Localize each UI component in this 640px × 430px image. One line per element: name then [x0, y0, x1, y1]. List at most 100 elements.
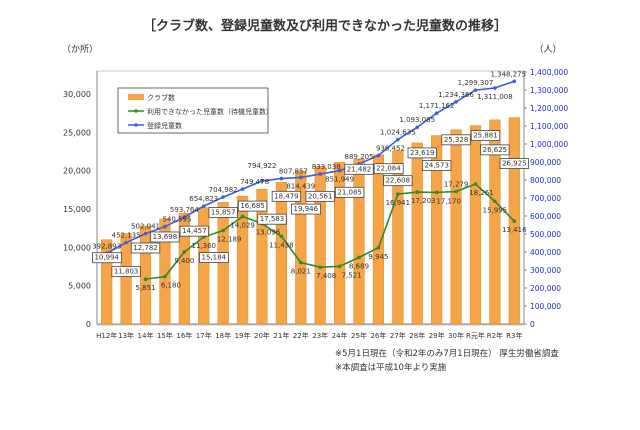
club-count-label: 13,698 [153, 233, 178, 241]
bar-club-count [411, 142, 423, 325]
club-count-label: 19,946 [294, 205, 319, 213]
club-count-label-box [383, 175, 413, 187]
left-tick-label: 0 [86, 320, 91, 329]
x-tick-label: 24年 [332, 331, 348, 340]
legend-swatch-bar [128, 94, 144, 100]
waiting-children-label: 11,438 [269, 241, 294, 249]
registered-children-point [434, 111, 439, 115]
left-axis-unit: （か所） [62, 44, 98, 55]
club-count-label-box [92, 252, 122, 264]
waiting-children-point [163, 274, 167, 279]
x-tick-label: 15年 [157, 331, 173, 340]
waiting-children-label: 13,416 [502, 226, 527, 234]
right-tick-label: 0 [530, 320, 535, 329]
club-count-label: 18,479 [274, 192, 299, 200]
x-tick-label: 28年 [409, 331, 425, 340]
registered-children-point [221, 195, 225, 199]
waiting-children-label: 9,945 [368, 253, 388, 261]
waiting-children-point [376, 245, 381, 250]
registered-children-point [143, 231, 148, 236]
waiting-children-label: 13,096 [256, 229, 281, 237]
waiting-children-point [434, 190, 439, 195]
left-tick-label: 25,000 [63, 128, 91, 137]
club-count-label: 21,482 [347, 165, 372, 173]
registered-children-line [106, 80, 515, 254]
club-count-label-box [373, 163, 404, 175]
bar-club-count [295, 170, 307, 325]
x-tick-label: 14年 [138, 331, 154, 340]
registered-children-label: 540,595 [162, 216, 191, 224]
left-tick-label: 10,000 [63, 243, 91, 252]
waiting-children-label: 8,021 [291, 268, 311, 276]
footnote-1: ※5月1日現在（令和2年のみ7月1日現在） 厚生労働省調査 [335, 348, 559, 359]
bar-club-count [236, 195, 249, 325]
x-tick-label: 22年 [293, 331, 309, 340]
right-tick-label: 600,000 [530, 212, 561, 221]
club-count-label-box [291, 203, 321, 215]
bar-club-count [178, 212, 190, 325]
registered-children-point [124, 240, 128, 245]
waiting-children-point [318, 265, 323, 270]
x-tick-label: H12年 [96, 331, 117, 340]
bar-club-count [139, 225, 152, 325]
right-tick-label: 900,000 [530, 158, 561, 167]
registered-children-point [163, 224, 167, 229]
registered-children-label: 452,135 [112, 232, 141, 240]
waiting-children-point [240, 214, 245, 219]
club-count-label-box [305, 190, 335, 202]
registered-children-label: 936,452 [376, 144, 405, 152]
x-tick-label: 16年 [176, 331, 192, 340]
registered-children-label: 1,299,307 [458, 79, 494, 87]
club-count-label-box [208, 207, 238, 218]
registered-children-label: 833,038 [312, 163, 341, 171]
registered-children-label: 654,823 [189, 195, 218, 203]
waiting-children-point [221, 228, 225, 233]
bar-club-count [392, 150, 404, 325]
waiting-children-label: 5,851 [135, 284, 155, 292]
club-count-label-box [499, 158, 529, 169]
x-tick-label: 20年 [254, 331, 270, 340]
club-count-label-box [179, 225, 209, 237]
bar-club-count [431, 135, 443, 325]
right-tick-label: 1,300,000 [530, 86, 568, 95]
x-tick-label: 23年 [312, 331, 328, 340]
chart-title: ［クラブ数、登録児童数及び利用できなかった児童数の推移］ [143, 18, 507, 34]
x-tick-label: R2年 [487, 331, 503, 340]
bar-club-count [159, 218, 171, 325]
registered-children-point [337, 168, 342, 173]
left-tick-label: 15,000 [63, 205, 91, 214]
registered-children-label: 1,311,008 [477, 93, 513, 101]
club-count-label: 11,803 [114, 268, 139, 276]
bar-club-count [217, 202, 229, 325]
bar-club-count [256, 188, 268, 325]
waiting-children-point [415, 190, 420, 194]
legend-label: 登録児童数 [147, 121, 182, 130]
waiting-children-point [512, 219, 517, 223]
bar-club-count [450, 129, 462, 325]
club-count-label-box [271, 190, 302, 202]
club-count-label: 10,994 [94, 254, 119, 262]
bar-club-count [275, 182, 287, 325]
registered-children-point [512, 79, 517, 84]
registered-children-label: 807,857 [279, 168, 308, 176]
registered-children-point [396, 137, 400, 142]
club-count-label: 14,457 [182, 227, 207, 235]
right-tick-label: 1,000,000 [530, 140, 568, 149]
waiting-children-point [396, 192, 400, 196]
right-tick-label: 1,100,000 [530, 122, 568, 131]
bar-club-count [314, 166, 326, 325]
registered-children-label: 704,982 [209, 186, 238, 194]
legend-label: クラブ数 [147, 93, 175, 102]
waiting-children-point [454, 189, 458, 194]
registered-children-point [182, 215, 187, 219]
bar-club-count [469, 125, 482, 325]
registered-children-point [415, 125, 420, 130]
x-tick-label: R元年 [466, 331, 485, 340]
waiting-children-label: 17,279 [444, 181, 469, 189]
x-tick-label: 18年 [215, 331, 231, 340]
waiting-children-point [357, 255, 361, 260]
club-count-label-box [130, 242, 161, 254]
registered-children-point [240, 187, 245, 191]
club-count-label-box [334, 186, 365, 198]
